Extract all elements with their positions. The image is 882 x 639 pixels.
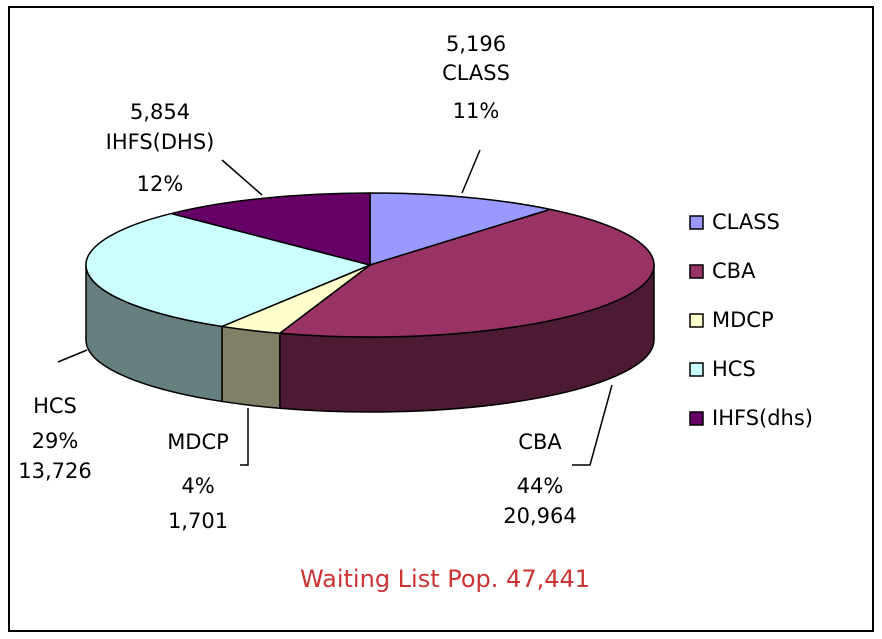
slice-label: HCS [33,394,77,418]
leader-line [240,408,249,466]
percent-label: 11% [453,99,500,123]
percent-label: 4% [181,474,214,498]
percent-label: 44% [517,474,564,498]
value-label: 13,726 [18,459,91,483]
slice [85,212,373,328]
slice [277,208,655,338]
slice [171,192,371,266]
total-annotation: Waiting List Pop. 47,441 [300,565,590,593]
legend-swatch [689,215,704,230]
legend-label: CLASS [712,210,780,234]
legend-label: IHFS(dhs) [712,406,813,430]
legend-swatch [689,362,704,377]
slice-label: CLASS [442,61,510,85]
legend-label: HCS [712,357,756,381]
slice-label: IHFS(DHS) [106,130,215,154]
slice-label: MDCP [167,430,229,454]
legend-label: MDCP [712,308,774,332]
value-label: 20,964 [503,504,576,528]
leader-line [57,349,88,363]
slice-side [221,325,281,410]
leader-line [221,159,263,196]
value-label: 1,701 [168,509,228,533]
value-label: 5,854 [130,100,190,124]
slice-label: CBA [518,430,562,454]
value-label: 5,196 [446,32,506,56]
legend-swatch [689,264,704,279]
percent-label: 29% [32,429,79,453]
legend-label: CBA [712,259,756,283]
slice [369,192,551,267]
leader-line [461,149,481,194]
percent-label: 12% [137,172,184,196]
legend-swatch [689,411,704,426]
leader-line [572,384,613,466]
legend-swatch [689,313,704,328]
